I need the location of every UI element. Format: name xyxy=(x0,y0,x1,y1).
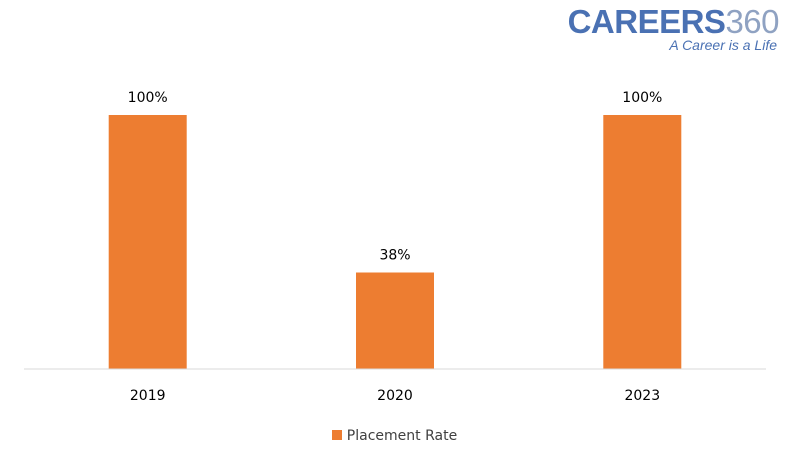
data-label-2019: 100% xyxy=(128,90,168,106)
logo-tagline: A Career is a Life xyxy=(669,37,777,53)
data-labels-layer: 100% 38% 100% xyxy=(128,90,663,264)
x-tick-label-2023: 2023 xyxy=(624,388,660,404)
bar-2020 xyxy=(356,272,434,369)
careers360-logo: CAREERS360 A Career is a Life xyxy=(567,3,780,54)
x-tick-labels-layer: 2019 2020 2023 xyxy=(130,388,660,404)
legend-swatch-placement-rate xyxy=(331,430,342,440)
bar-2023 xyxy=(603,115,682,369)
logo-wordmark: CAREERS360 xyxy=(567,3,780,40)
bar-2019 xyxy=(108,115,187,369)
data-label-2023: 100% xyxy=(622,90,662,106)
legend: Placement Rate xyxy=(0,428,789,444)
bars-layer xyxy=(108,115,682,369)
logo-number: 360 xyxy=(725,3,779,40)
legend-label-placement-rate: Placement Rate xyxy=(346,428,458,444)
data-label-2020: 38% xyxy=(379,248,410,264)
x-tick-label-2020: 2020 xyxy=(377,388,413,404)
logo-word: CAREERS xyxy=(567,3,726,40)
x-tick-label-2019: 2019 xyxy=(130,388,166,404)
